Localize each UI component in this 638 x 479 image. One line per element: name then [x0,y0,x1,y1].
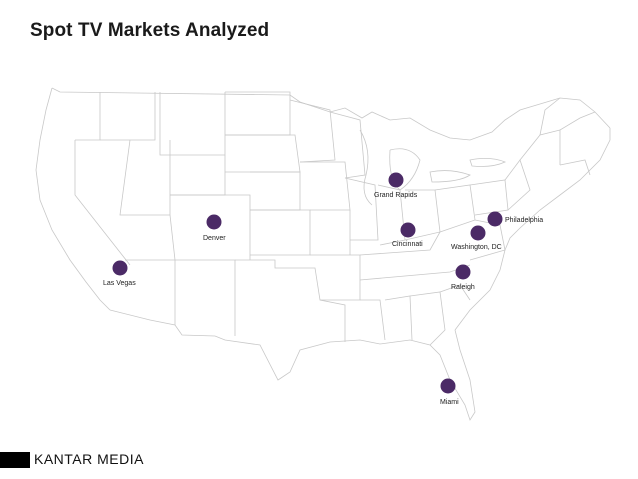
marker-raleigh [455,264,471,280]
label-philadelphia: Philadelphia [505,217,543,224]
label-grand-rapids: Grand Rapids [374,192,418,199]
label-cincinnati: Cincinnati [392,241,423,248]
marker-cincinnati [400,222,416,238]
label-denver: Denver [203,235,226,242]
marker-washington-dc [470,225,486,241]
marker-miami [440,378,456,394]
logo-block [0,452,30,468]
marker-grand-rapids [388,172,404,188]
label-raleigh: Raleigh [451,284,475,291]
label-las-vegas: Las Vegas [103,280,136,287]
market-labels: Grand Rapids Philadelphia Cincinnati Was… [103,192,543,406]
kantar-media-logo: KANTAR MEDIA [34,451,144,467]
page-title: Spot TV Markets Analyzed [30,20,270,41]
marker-denver [206,214,222,230]
marker-philadelphia [487,211,503,227]
market-markers [112,172,503,394]
marker-las-vegas [112,260,128,276]
label-miami: Miami [440,399,459,406]
label-washington-dc: Washington, DC [451,244,502,251]
map-outlines [35,87,611,421]
